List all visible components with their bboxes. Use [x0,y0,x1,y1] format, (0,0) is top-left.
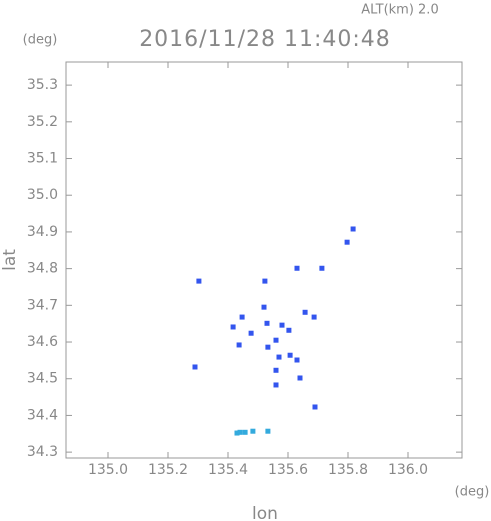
echo-point [319,265,325,271]
x-axis-label: lon [252,504,278,521]
echo-point [234,430,240,436]
y-tick-label: 35.3 [27,77,58,93]
y-unit: (deg) [23,33,58,48]
y-axis-label: lat [0,249,20,271]
echo-point [344,239,350,245]
y-tick-label: 34.7 [27,297,58,313]
y-tick-label: 35.1 [27,151,58,167]
y-tick-label: 34.8 [27,261,58,277]
x-tick-label: 135.2 [148,462,188,478]
y-tick-label: 34.5 [27,371,58,387]
echo-point [196,278,202,284]
echo-point [265,344,271,350]
plot-frame [65,61,463,459]
echo-point [264,320,270,326]
echo-point [350,226,356,232]
echo-point [248,330,254,336]
y-tick-label: 34.6 [27,334,58,350]
y-tick-label: 35.2 [27,114,58,130]
x-tick-label: 136.0 [388,462,428,478]
echo-point [294,265,300,271]
echo-point [294,357,300,363]
echo-point [312,404,318,410]
echo-point [273,382,279,388]
y-tick-label: 34.4 [27,407,58,423]
x-tick-label: 135.6 [268,462,308,478]
y-tick-label: 34.3 [27,444,58,460]
echo-point [242,429,248,435]
echo-point [237,429,243,435]
echo-point [239,314,245,320]
echo-point [276,354,282,360]
echo-point [192,364,198,370]
echo-point [230,324,236,330]
echo-point [273,337,279,343]
echo-point [297,375,303,381]
echo-point [265,428,271,434]
echo-point [302,309,308,315]
x-tick-label: 135.4 [208,462,248,478]
x-unit: (deg) [455,485,490,500]
y-tick-label: 34.9 [27,224,58,240]
echo-point [261,304,267,310]
echo-point [273,367,279,373]
x-tick-label: 135.8 [328,462,368,478]
echo-point [279,322,285,328]
echo-point [262,278,268,284]
echo-point [236,342,242,348]
y-tick-label: 35.0 [27,187,58,203]
echo-point [286,327,292,333]
chart-title: 2016/11/28 11:40:48 [139,27,391,52]
echo-point [311,314,317,320]
echo-point [250,428,256,434]
echo-point [287,352,293,358]
x-tick-label: 135.0 [88,462,128,478]
subtitle: ALT(km) 2.0 [361,3,438,18]
